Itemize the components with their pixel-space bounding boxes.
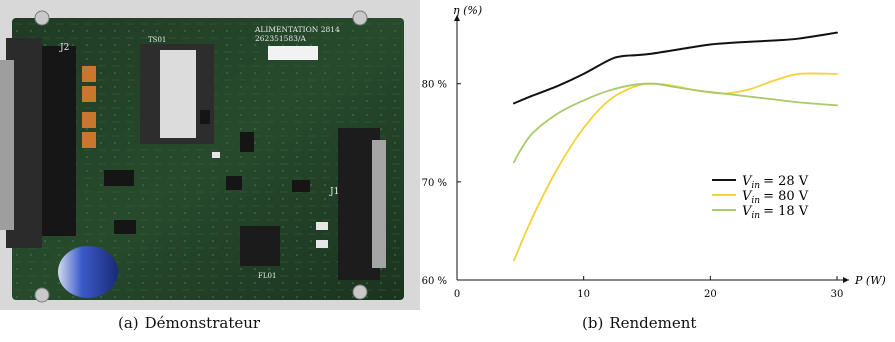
barcode-sticker — [268, 46, 318, 60]
photo-caption: (a) Démonstrateur — [118, 314, 260, 332]
x-tick-label: 30 — [831, 289, 844, 300]
series-line-3 — [513, 82, 838, 164]
legend-entry: Vin = 18 V — [742, 204, 809, 221]
module-ref: 262351583/A — [255, 34, 306, 43]
y-tick-label: 80 % — [422, 80, 447, 91]
transformer-label: TS01 — [148, 36, 166, 44]
chart-caption-text: Rendement — [609, 314, 697, 332]
electrolytic-capacitor — [58, 246, 118, 298]
legend-value: = 80 V — [763, 189, 809, 204]
legend-symbol: V — [742, 189, 753, 204]
x-tick-label: 20 — [704, 289, 717, 300]
module-label: ALIMENTATION 2814 — [254, 25, 340, 34]
mounting-post — [352, 10, 368, 26]
photo-caption-text: Démonstrateur — [144, 314, 261, 332]
mounting-post — [34, 287, 50, 303]
pcb-photo: J2 TS01 ALIMENTATION 2814 262351583/A FL… — [0, 0, 420, 310]
legend-symbol: V — [742, 204, 753, 219]
legend-value: = 28 V — [763, 174, 809, 189]
legend-symbol: V — [742, 174, 753, 189]
x-tick-label: 10 — [577, 289, 590, 300]
filter-inductor — [240, 226, 280, 266]
connector-left-label: J2 — [59, 43, 69, 53]
x-tick-label: 0 — [454, 289, 460, 300]
mounting-post — [34, 10, 50, 26]
legend-value: = 18 V — [763, 204, 809, 219]
connector-right-label: J1 — [329, 187, 339, 197]
y-tick-label: 60 % — [422, 276, 447, 287]
mounting-post — [352, 284, 368, 300]
legend-entry: Vin = 80 V — [742, 189, 809, 206]
chart-caption: (b) Rendement — [582, 314, 696, 332]
legend-subscript: in — [751, 196, 760, 206]
y-axis-arrow — [454, 15, 460, 21]
photo-panel: J2 TS01 ALIMENTATION 2814 262351583/A FL… — [0, 0, 420, 342]
chart-caption-tag: (b) — [582, 314, 604, 332]
y-tick-label: 70 % — [422, 178, 447, 189]
legend-subscript: in — [751, 211, 760, 221]
filter-label: FL01 — [258, 272, 276, 280]
x-axis-label: P (W) — [854, 274, 886, 287]
legend-entry: Vin = 28 V — [742, 174, 809, 191]
photo-caption-tag: (a) — [118, 314, 139, 332]
chart-panel: η (%) P (W) 0 10 20 30 60 % 70 % 80 % Vin = 28 V Vi… — [420, 0, 895, 342]
series-line-1 — [513, 31, 838, 105]
y-axis-label: η (%) — [453, 4, 482, 17]
legend-subscript: in — [751, 181, 760, 191]
x-axis-arrow — [843, 277, 849, 283]
